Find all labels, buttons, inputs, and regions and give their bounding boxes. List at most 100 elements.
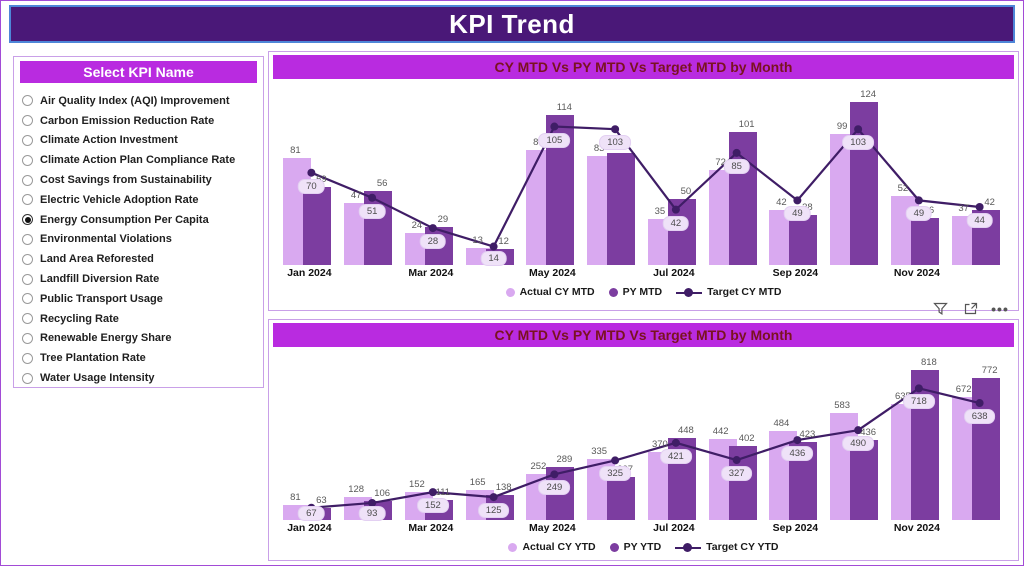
py-ytd-bar[interactable] [910, 370, 939, 520]
legend-line-icon [675, 542, 702, 552]
kpi-option[interactable]: Cost Savings from Sustainability [22, 170, 259, 190]
kpi-option-label: Landfill Diversion Rate [40, 273, 160, 286]
target-point[interactable] [732, 456, 741, 465]
py-mtd-bar[interactable] [364, 191, 393, 265]
py-mtd-label: 29 [437, 213, 449, 225]
x-axis-tick-label: Jan 2024 [287, 522, 332, 534]
target-point[interactable] [550, 470, 559, 479]
py-ytd-label: 423 [799, 429, 816, 441]
radio-icon[interactable] [22, 313, 33, 325]
target-point[interactable] [914, 196, 923, 205]
kpi-option[interactable]: Environmental Violations [22, 230, 259, 250]
legend-item-py-mtd[interactable]: PY MTD [608, 286, 662, 298]
target-point[interactable] [975, 202, 984, 211]
target-point[interactable] [489, 242, 498, 251]
mtd-chart-legend: Actual CY MTD PY MTD Target CY MTD [269, 286, 1018, 298]
target-point[interactable] [975, 399, 984, 408]
target-point[interactable] [732, 148, 741, 157]
radio-icon[interactable] [22, 115, 33, 127]
target-point[interactable] [671, 438, 680, 447]
target-value-label: 44 [966, 212, 993, 228]
x-axis-tick-label: Mar 2024 [408, 522, 454, 534]
target-point[interactable] [368, 193, 377, 202]
target-value-label: 421 [659, 448, 692, 464]
radio-icon[interactable] [22, 372, 33, 384]
mtd-chart-plot: 8147241387833572429952375956291211485501… [279, 87, 1008, 266]
target-point[interactable] [793, 196, 802, 205]
radio-icon[interactable] [22, 233, 33, 245]
x-axis-tick-label: Jul 2024 [653, 522, 695, 534]
py-ytd-bar[interactable] [971, 378, 1000, 520]
target-point[interactable] [611, 456, 620, 465]
kpi-option[interactable]: Public Transport Usage [22, 289, 259, 309]
target-point[interactable] [854, 426, 863, 435]
kpi-option[interactable]: Energy Consumption Per Capita [22, 210, 259, 230]
filter-icon[interactable] [931, 300, 949, 318]
kpi-option[interactable]: Carbon Emission Reduction Rate [22, 111, 259, 131]
kpi-option[interactable]: Recycling Rate [22, 309, 259, 329]
radio-icon[interactable] [22, 273, 33, 285]
kpi-option[interactable]: Landfill Diversion Rate [22, 269, 259, 289]
target-value-label: 105 [538, 132, 571, 148]
legend-label: PY YTD [623, 541, 662, 553]
kpi-option[interactable]: Renewable Energy Share [22, 329, 259, 349]
radio-icon[interactable] [22, 154, 33, 166]
radio-icon[interactable] [22, 174, 33, 186]
actual-cy-ytd-label: 635 [894, 390, 911, 402]
kpi-slicer-panel: Select KPI Name Air Quality Index (AQI) … [13, 56, 264, 388]
kpi-option[interactable]: Climate Action Plan Compliance Rate [22, 150, 259, 170]
radio-selected-icon[interactable] [22, 214, 33, 226]
kpi-option[interactable]: Tree Plantation Rate [22, 348, 259, 368]
target-point[interactable] [428, 224, 437, 233]
py-ytd-bar[interactable] [728, 446, 757, 520]
target-point[interactable] [489, 493, 498, 502]
actual-cy-ytd-label: 442 [712, 425, 729, 437]
py-mtd-label: 42 [984, 196, 995, 208]
kpi-option-label: Recycling Rate [40, 312, 119, 325]
radio-icon[interactable] [22, 253, 33, 265]
legend-dot-icon [609, 542, 619, 552]
kpi-option[interactable]: Climate Action Investment [22, 131, 259, 151]
legend-item-py-ytd[interactable]: PY YTD [609, 541, 662, 553]
radio-icon[interactable] [22, 293, 33, 305]
kpi-option[interactable]: Electric Vehicle Adoption Rate [22, 190, 259, 210]
py-mtd-bar[interactable] [910, 217, 939, 265]
more-options-icon[interactable]: ••• [991, 301, 1009, 317]
actual-cy-ytd-label: 81 [290, 492, 301, 504]
legend-item-target-cy-mtd[interactable]: Target CY MTD [676, 286, 781, 298]
target-point[interactable] [793, 436, 802, 445]
radio-icon[interactable] [22, 194, 33, 206]
x-axis-tick-label: Jul 2024 [653, 267, 695, 279]
radio-icon[interactable] [22, 352, 33, 364]
radio-icon[interactable] [22, 95, 33, 107]
py-ytd-label: 818 [920, 357, 937, 369]
py-mtd-bar[interactable] [789, 214, 818, 265]
target-point[interactable] [611, 125, 620, 134]
legend-item-actual-cy-ytd[interactable]: Actual CY YTD [508, 541, 596, 553]
target-point[interactable] [854, 125, 863, 134]
target-point[interactable] [671, 205, 680, 214]
target-point[interactable] [914, 384, 923, 393]
kpi-option[interactable]: Air Quality Index (AQI) Improvement [22, 91, 259, 111]
py-ytd-bar[interactable] [850, 440, 879, 520]
ytd-chart-panel: CY MTD Vs PY MTD Vs Target MTD by Month … [268, 319, 1019, 561]
py-ytd-bar[interactable] [607, 476, 636, 520]
py-mtd-bar[interactable] [303, 187, 332, 265]
legend-item-target-cy-ytd[interactable]: Target CY YTD [675, 541, 779, 553]
kpi-option[interactable]: Water Usage Intensity [22, 368, 259, 388]
target-point[interactable] [550, 122, 559, 131]
kpi-option[interactable]: Land Area Reforested [22, 249, 259, 269]
actual-cy-mtd-label: 87 [533, 137, 544, 148]
target-point[interactable] [307, 168, 316, 177]
py-mtd-bar[interactable] [607, 152, 636, 265]
target-point[interactable] [368, 498, 377, 507]
kpi-option-label: Electric Vehicle Adoption Rate [40, 193, 199, 206]
x-axis-tick-label: May 2024 [529, 522, 576, 534]
radio-icon[interactable] [22, 134, 33, 146]
legend-line-icon [676, 287, 703, 297]
radio-icon[interactable] [22, 332, 33, 344]
target-point[interactable] [428, 488, 437, 497]
py-mtd-bar[interactable] [850, 101, 879, 265]
legend-item-actual-cy-mtd[interactable]: Actual CY MTD [505, 286, 595, 298]
focus-mode-icon[interactable] [961, 300, 979, 318]
